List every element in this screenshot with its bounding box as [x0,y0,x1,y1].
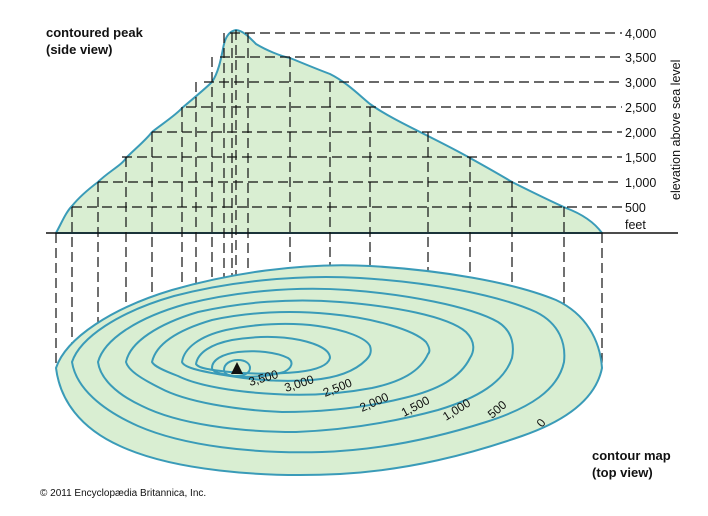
elev-label: 500 [625,201,646,215]
side-view-title-line1: contoured peak [46,25,144,40]
elev-label: 1,000 [625,176,656,190]
contour-2000 [151,311,431,396]
elev-label: 3,000 [625,76,656,90]
contour-0 [55,264,603,476]
elevation-dash-lines [72,32,622,208]
top-view-title: contour map (top view) [592,448,674,480]
elev-label: 2,000 [625,126,656,140]
elev-label: 2,500 [625,101,656,115]
elev-label: 3,500 [625,51,656,65]
top-view-title-line2: (top view) [592,465,653,480]
side-view-title-line2: (side view) [46,42,112,57]
contour-500 [71,276,566,454]
elev-label: 1,500 [625,151,656,165]
elevation-labels: 4,000 3,500 3,000 2,500 2,000 1,500 1,00… [625,27,656,215]
top-view-title-line1: contour map [592,448,671,463]
contour-1500 [125,299,475,413]
contour-map [55,264,603,476]
summit-triangle-icon [231,362,243,374]
unit-label: feet [625,218,646,232]
elev-label: 4,000 [625,27,656,41]
axis-label: elevation above sea level [669,60,683,200]
side-view-title: contoured peak (side view) [46,25,146,57]
contour-1000 [97,287,514,433]
copyright-text: © 2011 Encyclopædia Britannica, Inc. [40,488,206,499]
contour-3000 [195,336,331,375]
contour-4000 [223,359,251,377]
